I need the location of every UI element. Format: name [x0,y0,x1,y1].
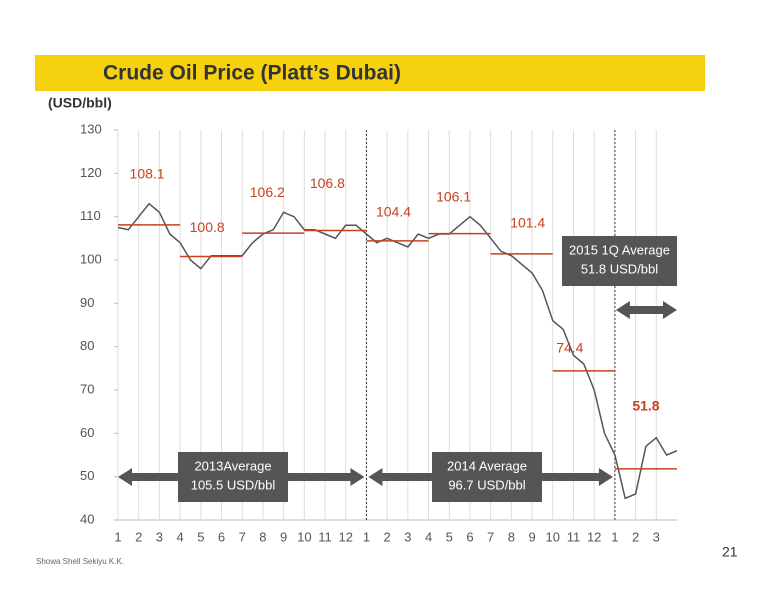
range-arrow [615,301,677,319]
x-tick-label: 9 [280,529,287,544]
average-label: 108.1 [130,166,165,182]
annotation-text: 96.7 USD/bbl [448,477,525,492]
price-line [117,202,678,500]
x-tick-label: 2 [384,529,391,544]
x-tick-label: 5 [197,529,204,544]
y-tick-label: 100 [80,251,102,266]
x-tick-label: 12 [587,529,601,544]
average-label: 51.8 [632,398,659,414]
x-tick-label: 3 [404,529,411,544]
y-axis-label: (USD/bbl) [48,95,112,111]
x-tick-label: 6 [466,529,473,544]
y-tick-label: 80 [80,338,94,353]
average-label: 104.4 [376,204,411,220]
x-tick-label: 6 [218,529,225,544]
x-tick-label: 8 [259,529,266,544]
x-tick-label: 3 [156,529,163,544]
x-tick-label: 3 [653,529,660,544]
y-tick-label: 110 [80,208,101,223]
x-tick-label: 10 [297,529,311,544]
annotation-text: 2015 1Q Average [569,242,670,257]
x-tick-label: 2 [135,529,142,544]
annotation-box [432,452,542,502]
y-tick-label: 40 [80,511,94,526]
x-tick-label: 10 [546,529,560,544]
average-label: 101.4 [510,215,545,231]
y-tick-label: 50 [80,468,94,483]
y-tick-label: 120 [80,165,102,180]
x-tick-label: 1 [114,529,121,544]
annotation-box [562,236,677,286]
x-tick-label: 9 [528,529,535,544]
x-tick-label: 2 [632,529,639,544]
annotation-text: 2013Average [194,458,271,473]
x-tick-label: 1 [611,529,618,544]
y-tick-label: 130 [80,121,102,136]
average-label: 106.1 [436,188,471,204]
average-label: 74.4 [556,340,583,356]
average-label: 100.8 [190,219,225,235]
y-tick-label: 70 [80,381,94,396]
y-tick-label: 90 [80,295,94,310]
footer-company: Showa Shell Sekiyu K.K. [36,557,124,566]
title-banner [35,55,705,91]
annotation-box [178,452,288,502]
x-tick-label: 7 [239,529,246,544]
x-tick-label: 12 [339,529,353,544]
annotation-text: 2014 Average [447,458,527,473]
x-tick-label: 11 [318,529,332,544]
x-tick-label: 5 [446,529,453,544]
x-tick-label: 4 [425,529,432,544]
average-label: 106.2 [250,184,285,200]
chart-title: Crude Oil Price (Platt’s Dubai) [103,62,401,85]
annotation-text: 105.5 USD/bbl [191,477,276,492]
y-tick-label: 60 [80,425,94,440]
average-label: 106.8 [310,175,345,191]
x-tick-label: 11 [567,529,581,544]
page-number: 21 [722,544,738,560]
x-tick-label: 7 [487,529,494,544]
x-tick-label: 4 [176,529,183,544]
x-tick-label: 8 [508,529,515,544]
x-tick-label: 1 [363,529,370,544]
annotation-text: 51.8 USD/bbl [581,261,658,276]
